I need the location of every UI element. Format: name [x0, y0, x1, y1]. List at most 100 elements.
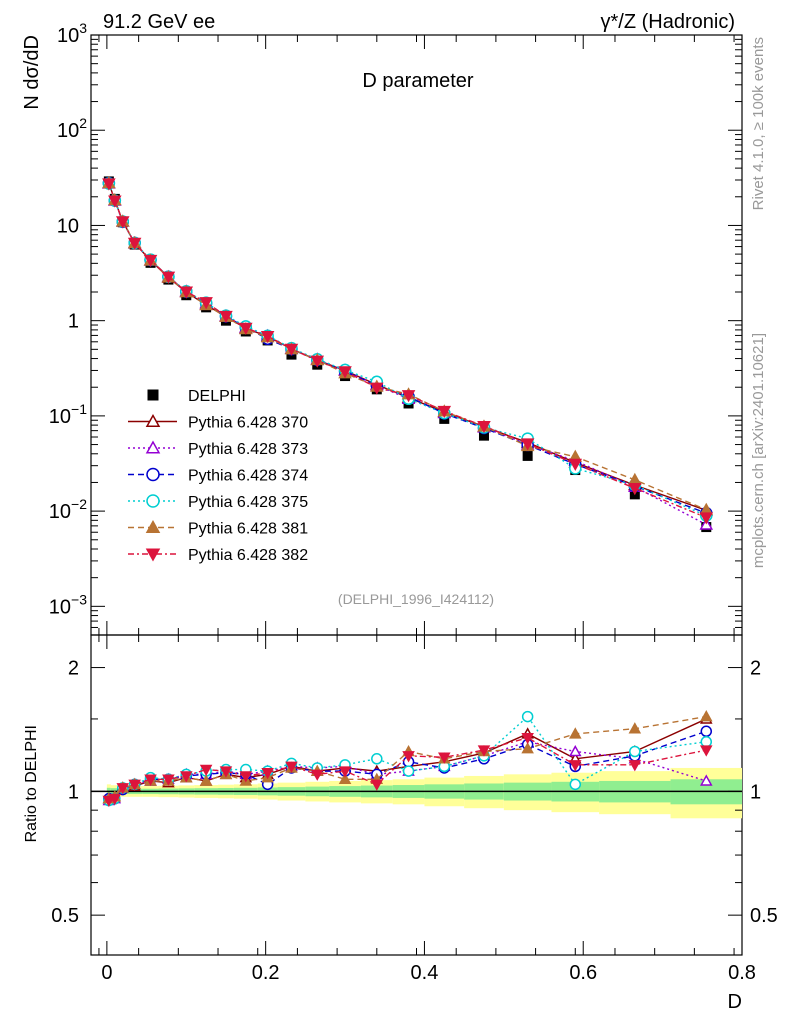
series-6-point: [477, 420, 491, 434]
series-5-ratio-point: [338, 772, 352, 785]
legend-label: Pythia 6.428 373: [188, 441, 308, 458]
series-4-ratio-point: [521, 710, 534, 723]
series-6-point: [338, 366, 352, 379]
series-6-ratio-point: [162, 774, 175, 786]
series-6-point: [127, 237, 142, 250]
legend-label: Pythia 6.428 375: [188, 494, 308, 511]
series-4-ratio-point: [569, 778, 582, 791]
series-6-point: [239, 322, 253, 335]
series-6-point: [179, 286, 194, 299]
ratio-tick-label: 1: [68, 781, 79, 803]
series-6-ratio-point: [699, 745, 713, 757]
legend-label: DELPHI: [188, 388, 246, 405]
legend-marker: [145, 440, 161, 454]
ratio-tick-label: 0.5: [51, 905, 79, 927]
header-energy: 91.2 GeV ee: [103, 11, 215, 33]
series-6-point: [143, 254, 158, 268]
series-6-point: [437, 405, 452, 419]
x-tick-label: 0.8: [728, 962, 756, 984]
ratio-tick-label-right: 2: [750, 658, 761, 680]
series-6-ratio-point: [219, 766, 233, 778]
series-5-point: [628, 472, 642, 485]
series-6-point: [520, 438, 535, 451]
series-2-ratio-line: [108, 741, 707, 802]
series-1-line: [108, 182, 707, 511]
series-6-ratio-point: [116, 783, 130, 795]
series-6-point: [370, 382, 384, 395]
ratio-series: [102, 710, 713, 808]
rivet-version-label: Rivet 4.1.0, ≥ 100k events: [750, 37, 767, 210]
series-3-line: [108, 182, 707, 514]
legend-label: Pythia 6.428 381: [188, 521, 308, 538]
legend-marker: [146, 467, 160, 482]
ratio-y-axis-label: Ratio to DELPHI: [23, 725, 40, 842]
legend: DELPHI Pythia 6.428 370 Pythia 6.428 373 Py…: [128, 388, 308, 564]
series-3-ratio-point: [700, 725, 713, 738]
series-2-ratio-point: [569, 744, 582, 757]
y-tick-label: 1: [68, 311, 79, 333]
series-6-ratio-point: [179, 771, 193, 783]
y-tick-label: 10−1: [49, 401, 87, 428]
series-4-ratio-line: [108, 715, 707, 802]
series-0-point: [478, 430, 489, 441]
series-6-point: [568, 458, 583, 471]
series-6-ratio-point: [477, 745, 491, 757]
series-6-ratio-line: [108, 737, 707, 802]
series-6-point: [161, 271, 176, 284]
mcplots-label: mcplots.cern.ch [arXiv:2401.10621]: [750, 333, 767, 568]
series-6-ratio-point: [128, 779, 141, 791]
legend-label: Pythia 6.428 382: [188, 547, 308, 564]
ratio-tick-label-right: 0.5: [750, 905, 778, 927]
series-4-ratio-point: [700, 736, 713, 748]
main-plot-frame: [90, 34, 743, 636]
series-6-point: [284, 343, 299, 356]
y-tick-label: 10: [57, 215, 79, 237]
series-4-ratio-point: [402, 765, 415, 777]
series-6-ratio-point: [239, 771, 253, 783]
x-tick-label: 0.6: [569, 962, 597, 984]
series-3-ratio-line: [108, 730, 707, 800]
legend-marker: [146, 494, 160, 508]
series-4-line: [108, 183, 707, 517]
series-6-point: [628, 483, 642, 496]
series-6-ratio-point: [521, 733, 534, 745]
series-6-ratio-point: [628, 760, 642, 772]
series-6-line: [108, 183, 707, 519]
series-6-ratio-point: [199, 764, 213, 777]
series-6-point: [699, 512, 714, 525]
series-6-point: [260, 330, 275, 344]
series-5-ratio-point: [199, 774, 213, 786]
x-tick-label: 0.4: [411, 962, 439, 984]
series-2-ratio-point: [699, 774, 713, 786]
series-6-ratio-point: [370, 779, 384, 791]
analysis-tag: (DELPHI_1996_I424112): [338, 591, 494, 607]
series-5-ratio-point: [699, 710, 713, 722]
chart-title: D parameter: [362, 70, 473, 92]
legend-marker: [147, 389, 159, 401]
series-0-point: [522, 450, 533, 461]
y-tick-label: 103: [57, 20, 87, 47]
series-5-line: [108, 182, 707, 511]
x-tick-label: 0.2: [252, 962, 280, 984]
series-6-ratio-point: [438, 752, 451, 764]
series-6-ratio-point: [402, 751, 415, 763]
series-5-ratio-point: [521, 742, 534, 754]
y-tick-label: 10−2: [49, 496, 87, 523]
series-6-ratio-point: [569, 760, 582, 772]
legend-marker: [145, 548, 161, 562]
series-6-ratio-point: [144, 774, 157, 786]
legend-marker: [145, 413, 161, 428]
series-5-ratio-point: [569, 727, 582, 739]
legend-label: Pythia 6.428 370: [188, 415, 308, 432]
series-6-ratio-point: [338, 766, 352, 778]
legend-marker: [145, 519, 161, 534]
series-6-point: [219, 310, 233, 324]
series-6-ratio-point: [261, 767, 274, 780]
series-6-point: [310, 355, 325, 368]
series-6-ratio-point: [285, 761, 298, 773]
series-6-point: [102, 178, 116, 191]
series-4-ratio-point: [371, 753, 383, 765]
x-axis-label: D: [728, 991, 742, 1013]
header-process: γ*/Z (Hadronic): [601, 11, 735, 33]
